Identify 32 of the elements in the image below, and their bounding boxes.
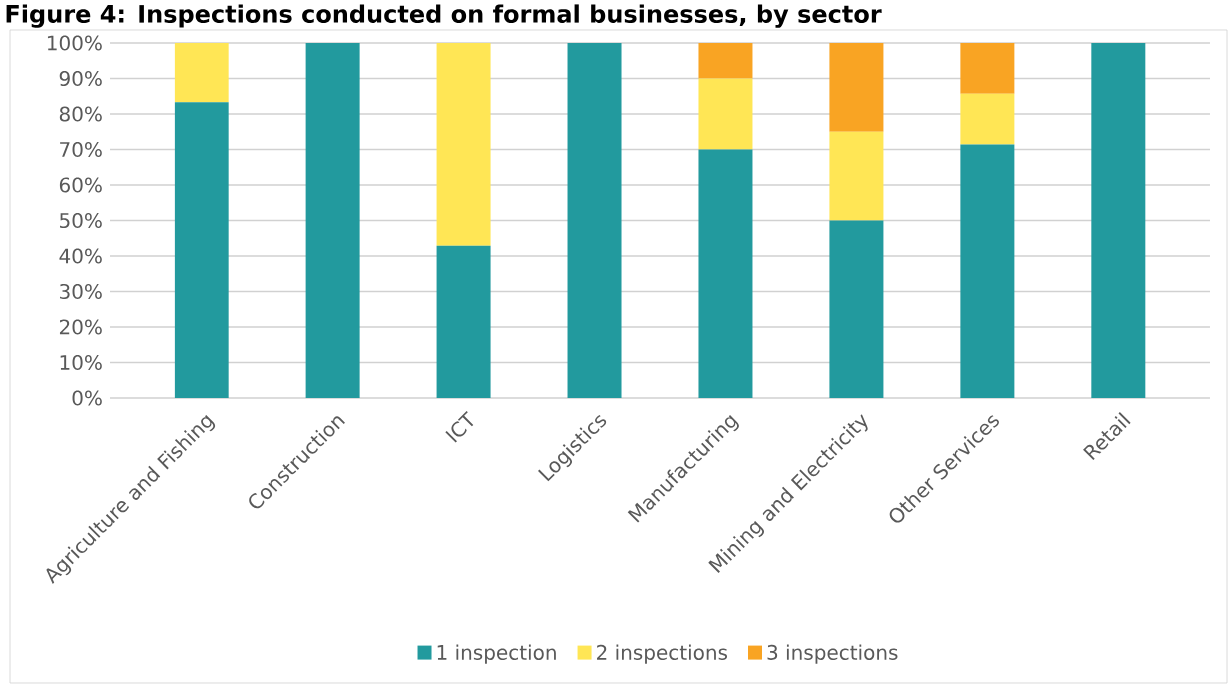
y-tick-label: 80% (59, 106, 102, 122)
bar (698, 78, 753, 150)
y-tick-label: 70% (60, 141, 102, 158)
y-tick-label: 0% (72, 390, 102, 406)
y-tick-label: 40% (59, 248, 102, 264)
bar (436, 42, 491, 246)
legend-label: 1 inspection (437, 644, 556, 664)
bar (174, 42, 229, 103)
bar (1091, 42, 1146, 398)
y-tick-label: 60% (59, 177, 102, 193)
bar (829, 131, 884, 221)
y-tick-label: 100% (47, 35, 102, 51)
bar (960, 42, 1015, 94)
bar (174, 102, 229, 398)
chart-title: Figure 4: Inspections conducted on formal businesses, by sector (6, 4, 882, 28)
y-tick-label: 30% (60, 283, 102, 300)
bar (305, 42, 360, 398)
y-tick-label: 50% (60, 212, 102, 229)
bar (567, 42, 622, 398)
bar (436, 245, 491, 398)
bar (960, 144, 1015, 398)
x-tick-label: ICT (445, 410, 474, 443)
y-tick-label: 20% (59, 319, 102, 335)
bar (829, 42, 884, 132)
bar (829, 220, 884, 398)
legend-label: 2 inspections (597, 644, 728, 664)
legend-label: 3 inspections (767, 644, 898, 664)
bar (960, 93, 1015, 145)
bar (698, 42, 753, 79)
y-tick-label: 10% (60, 354, 102, 371)
y-tick-label: 90% (59, 70, 102, 87)
bar (698, 149, 753, 398)
